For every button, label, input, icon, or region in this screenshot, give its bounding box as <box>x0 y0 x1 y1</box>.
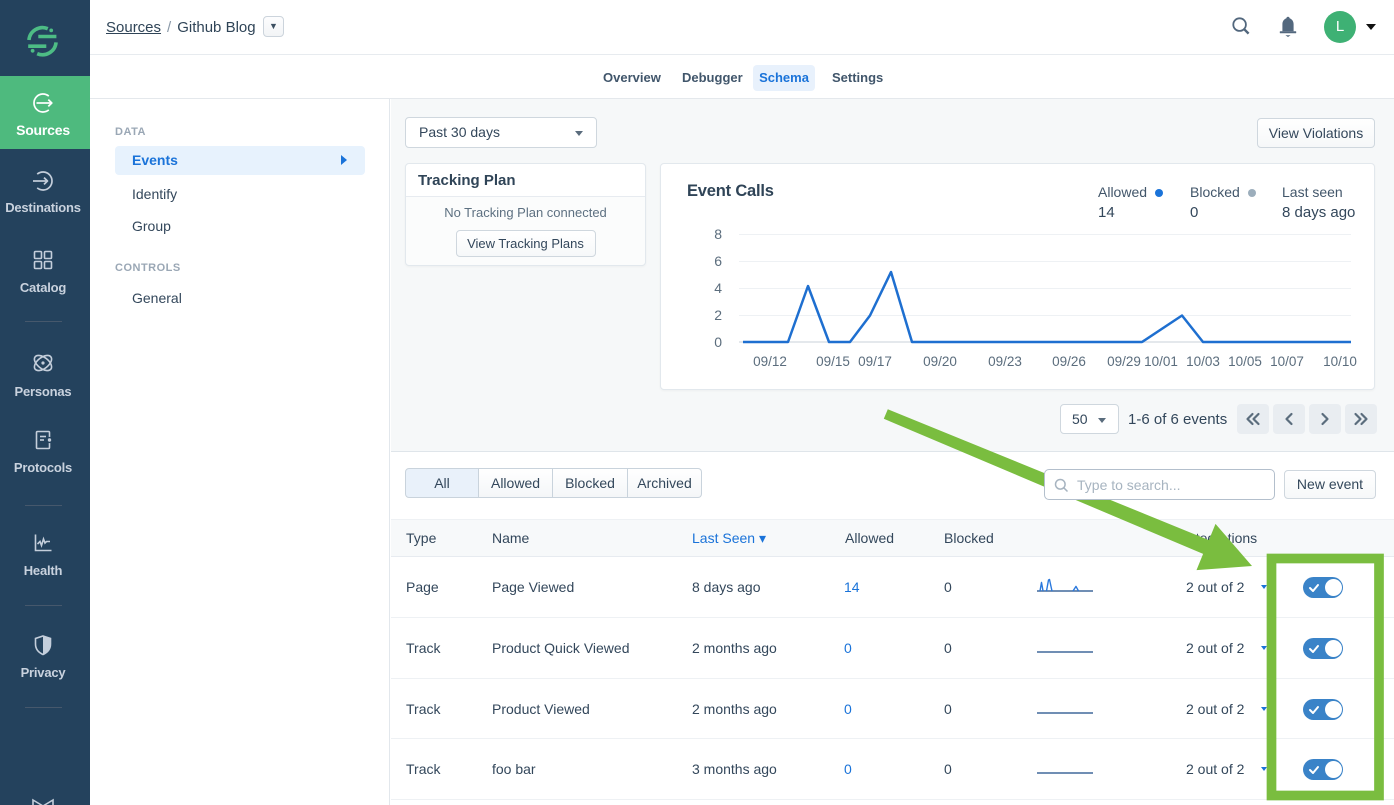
svg-text:2: 2 <box>714 307 722 323</box>
svg-text:09/23: 09/23 <box>988 354 1022 369</box>
svg-text:10/10: 10/10 <box>1323 354 1357 369</box>
svg-text:09/26: 09/26 <box>1052 354 1086 369</box>
svg-text:6: 6 <box>714 253 722 269</box>
svg-text:10/05: 10/05 <box>1228 354 1262 369</box>
svg-text:10/01: 10/01 <box>1144 354 1178 369</box>
svg-text:10/03: 10/03 <box>1186 354 1220 369</box>
svg-text:09/15: 09/15 <box>816 354 850 369</box>
svg-text:8: 8 <box>714 226 722 242</box>
svg-text:09/12: 09/12 <box>753 354 787 369</box>
svg-text:09/29: 09/29 <box>1107 354 1141 369</box>
svg-text:10/07: 10/07 <box>1270 354 1304 369</box>
svg-text:4: 4 <box>714 280 722 296</box>
svg-text:0: 0 <box>714 334 722 350</box>
svg-text:09/20: 09/20 <box>923 354 957 369</box>
svg-text:09/17: 09/17 <box>858 354 892 369</box>
